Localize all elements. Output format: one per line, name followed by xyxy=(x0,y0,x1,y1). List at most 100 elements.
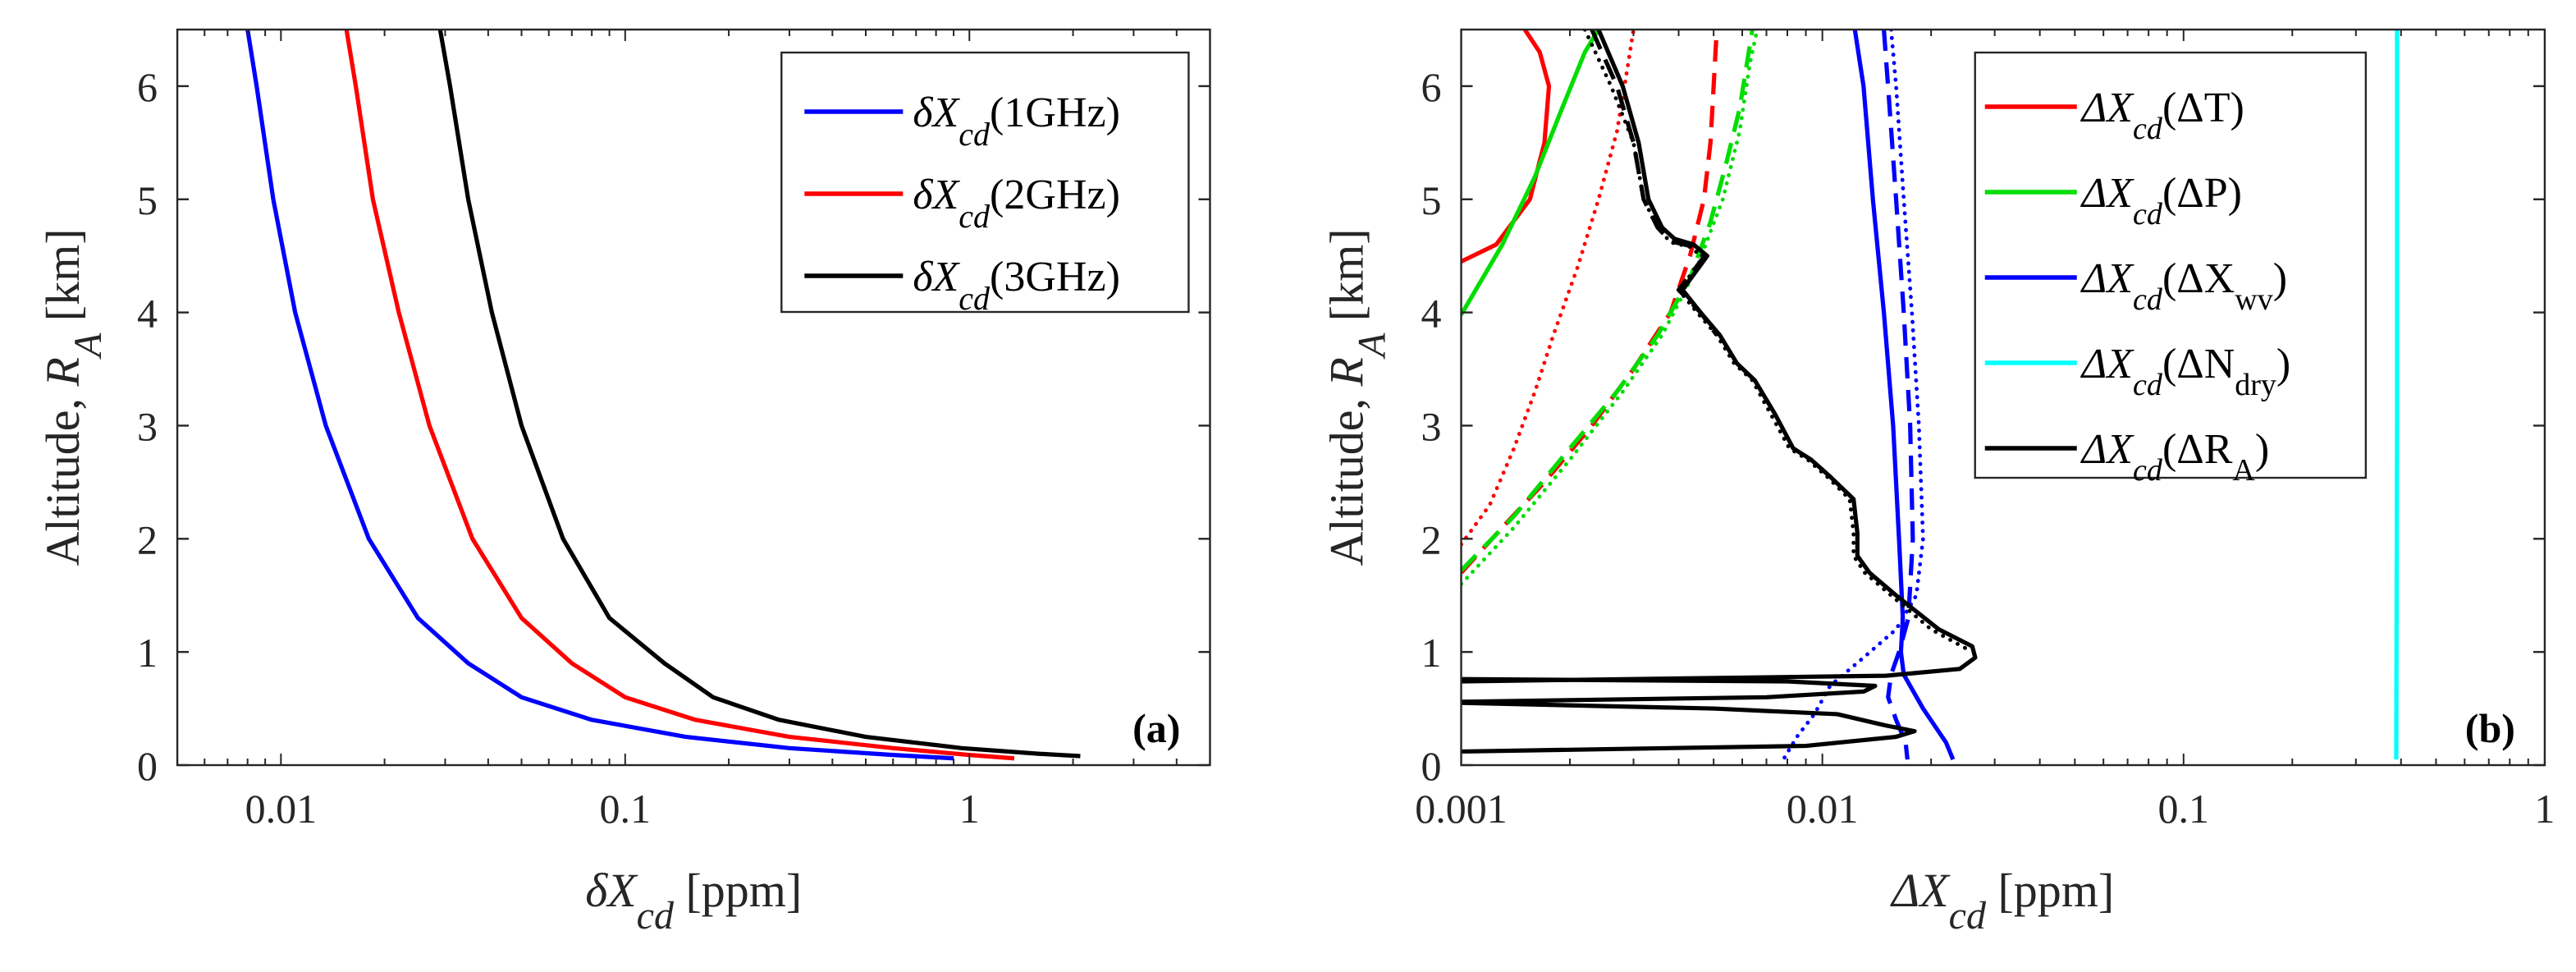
y-axis-label-main: Altitude, xyxy=(1320,386,1373,566)
panel-label: (a) xyxy=(1132,705,1180,751)
x-tick-label: 1 xyxy=(2534,786,2555,832)
series-line-green-dotted xyxy=(1461,30,1759,586)
series-line-black-dashed xyxy=(1590,30,1719,337)
legend-entry-main: δX xyxy=(913,172,960,218)
y-tick-label: 1 xyxy=(137,630,158,676)
x-tick-label: 0.01 xyxy=(245,786,318,832)
legend-entry-text: (ΔP) xyxy=(2162,170,2242,217)
legend-entry-text: ΔX xyxy=(2080,85,2135,131)
y-axis-label-unit: [km] xyxy=(36,228,89,332)
x-tick-label: 0.001 xyxy=(1415,786,1508,832)
y-axis-label-unit: [km] xyxy=(1320,228,1373,332)
legend-entry: δXcd(1GHz) xyxy=(913,89,1120,152)
x-tick-label: 0.1 xyxy=(600,786,652,832)
series-line-black-solid xyxy=(1461,30,1978,754)
y-tick-label: 0 xyxy=(137,743,158,789)
series-group xyxy=(245,30,1081,761)
legend-entry-text: ΔX xyxy=(2080,170,2135,217)
axes-frame xyxy=(1460,28,2546,767)
series-line-green-solid xyxy=(1461,30,1601,316)
legend-entry: ΔXcd(ΔNdry) xyxy=(2080,341,2291,402)
y-tick-label: 5 xyxy=(1421,177,1442,223)
x-axis-label-main: ΔX xyxy=(1890,864,1951,917)
legend-entry: ΔXcd(ΔT) xyxy=(2080,85,2244,146)
legend-entry-label: (2GHz) xyxy=(990,172,1120,218)
x-axis-label: δXcd [ppm] xyxy=(585,864,802,937)
legend-entry-main: δX xyxy=(913,89,960,136)
legend-entry-sub: dry xyxy=(2235,368,2276,402)
legend-entry-sub: cd xyxy=(2133,453,2163,488)
x-tick-label: 1 xyxy=(959,786,980,832)
series-line-red-solid xyxy=(344,30,1015,761)
legend-box xyxy=(1974,51,2368,479)
y-axis-label: Altitude, RA [km] xyxy=(1320,228,1393,566)
legend-entry-text: (ΔN xyxy=(2162,341,2235,387)
series-line-black-solid xyxy=(437,30,1081,759)
y-tick-label: 2 xyxy=(137,516,158,562)
legend-entry-text: ΔX xyxy=(2080,341,2135,387)
x-tick-label: 0.01 xyxy=(1787,786,1859,832)
x-axis-label-unit: [ppm] xyxy=(1986,864,2114,917)
y-axis-label: Altitude, RA [km] xyxy=(36,228,110,566)
legend-entry-main: δX xyxy=(913,254,960,300)
legend-entry-label: (1GHz) xyxy=(990,89,1120,136)
y-tick-label: 2 xyxy=(1421,516,1442,562)
series-line-black-dotted xyxy=(1582,30,1969,651)
legend-entry: δXcd(3GHz) xyxy=(913,254,1120,316)
y-axis-label-symbol: R xyxy=(1320,357,1373,387)
legend-entry-sub: cd xyxy=(959,198,991,235)
series-line-blue-solid xyxy=(1852,30,1956,761)
axes-frame xyxy=(176,28,1211,767)
series-line-blue-dashed xyxy=(1882,30,1915,760)
y-tick-label: 0 xyxy=(1421,743,1442,789)
legend-entry-text: ) xyxy=(2255,426,2269,473)
x-axis-label-sub: cd xyxy=(1949,894,1987,938)
y-tick-label: 3 xyxy=(1421,403,1442,449)
x-axis-label-unit: [ppm] xyxy=(674,864,802,917)
legend: δXcd(1GHz)δXcd(2GHz)δXcd(3GHz) xyxy=(780,51,1190,316)
legend-entry-sub: cd xyxy=(959,116,991,153)
y-axis-label-sub: A xyxy=(66,332,110,360)
series-line-red-solid xyxy=(1461,30,1552,264)
series-line-blue-solid xyxy=(245,30,954,761)
y-tick-label: 1 xyxy=(1421,630,1442,676)
series-group xyxy=(1461,30,2400,762)
panel-label: (b) xyxy=(2465,705,2515,751)
legend-entry-sub: A xyxy=(2232,453,2255,488)
series-line-cyan-solid xyxy=(2394,30,2400,760)
series-line-green-dashed xyxy=(1461,30,1755,572)
legend-box xyxy=(780,51,1190,314)
x-axis-label-sub: cd xyxy=(637,894,675,938)
y-axis-label-sub: A xyxy=(1350,332,1393,360)
x-axis-label-main: δX xyxy=(585,864,638,917)
legend-entry-label: (3GHz) xyxy=(990,254,1120,300)
legend-entry-sub: cd xyxy=(2133,197,2163,232)
legend-entry-text: ΔX xyxy=(2080,426,2135,473)
legend-entry-text: ) xyxy=(2273,255,2287,302)
series-line-red-dotted xyxy=(1461,30,1636,547)
legend-entry-text: (ΔT) xyxy=(2162,85,2244,131)
legend: ΔXcd(ΔT)ΔXcd(ΔP)ΔXcd(ΔXwv)ΔXcd(ΔNdry)ΔXc… xyxy=(1974,51,2368,488)
legend-entry-sub: cd xyxy=(2133,282,2163,317)
legend-entry: δXcd(2GHz) xyxy=(913,172,1120,234)
legend-entry: ΔXcd(ΔP) xyxy=(2080,170,2242,232)
legend-entry-sub: cd xyxy=(959,280,991,317)
x-tick-label: 0.1 xyxy=(2158,786,2210,832)
y-tick-label: 3 xyxy=(137,403,158,449)
y-tick-label: 4 xyxy=(137,291,158,337)
y-tick-label: 5 xyxy=(137,177,158,223)
y-axis-label-symbol: R xyxy=(36,357,89,387)
legend-entry: ΔXcd(ΔRA) xyxy=(2080,426,2269,488)
y-axis-label-main: Altitude, xyxy=(36,386,89,566)
legend-entry-text: ) xyxy=(2276,341,2290,387)
legend-entry: ΔXcd(ΔXwv) xyxy=(2080,255,2287,317)
legend-entry-sub: wv xyxy=(2235,282,2272,317)
legend-entry-text: ΔX xyxy=(2080,255,2135,302)
legend-entry-sub: cd xyxy=(2133,112,2163,146)
legend-entry-sub: cd xyxy=(2133,368,2163,402)
legend-entry-text: (ΔX xyxy=(2162,255,2235,302)
y-tick-label: 6 xyxy=(137,64,158,110)
